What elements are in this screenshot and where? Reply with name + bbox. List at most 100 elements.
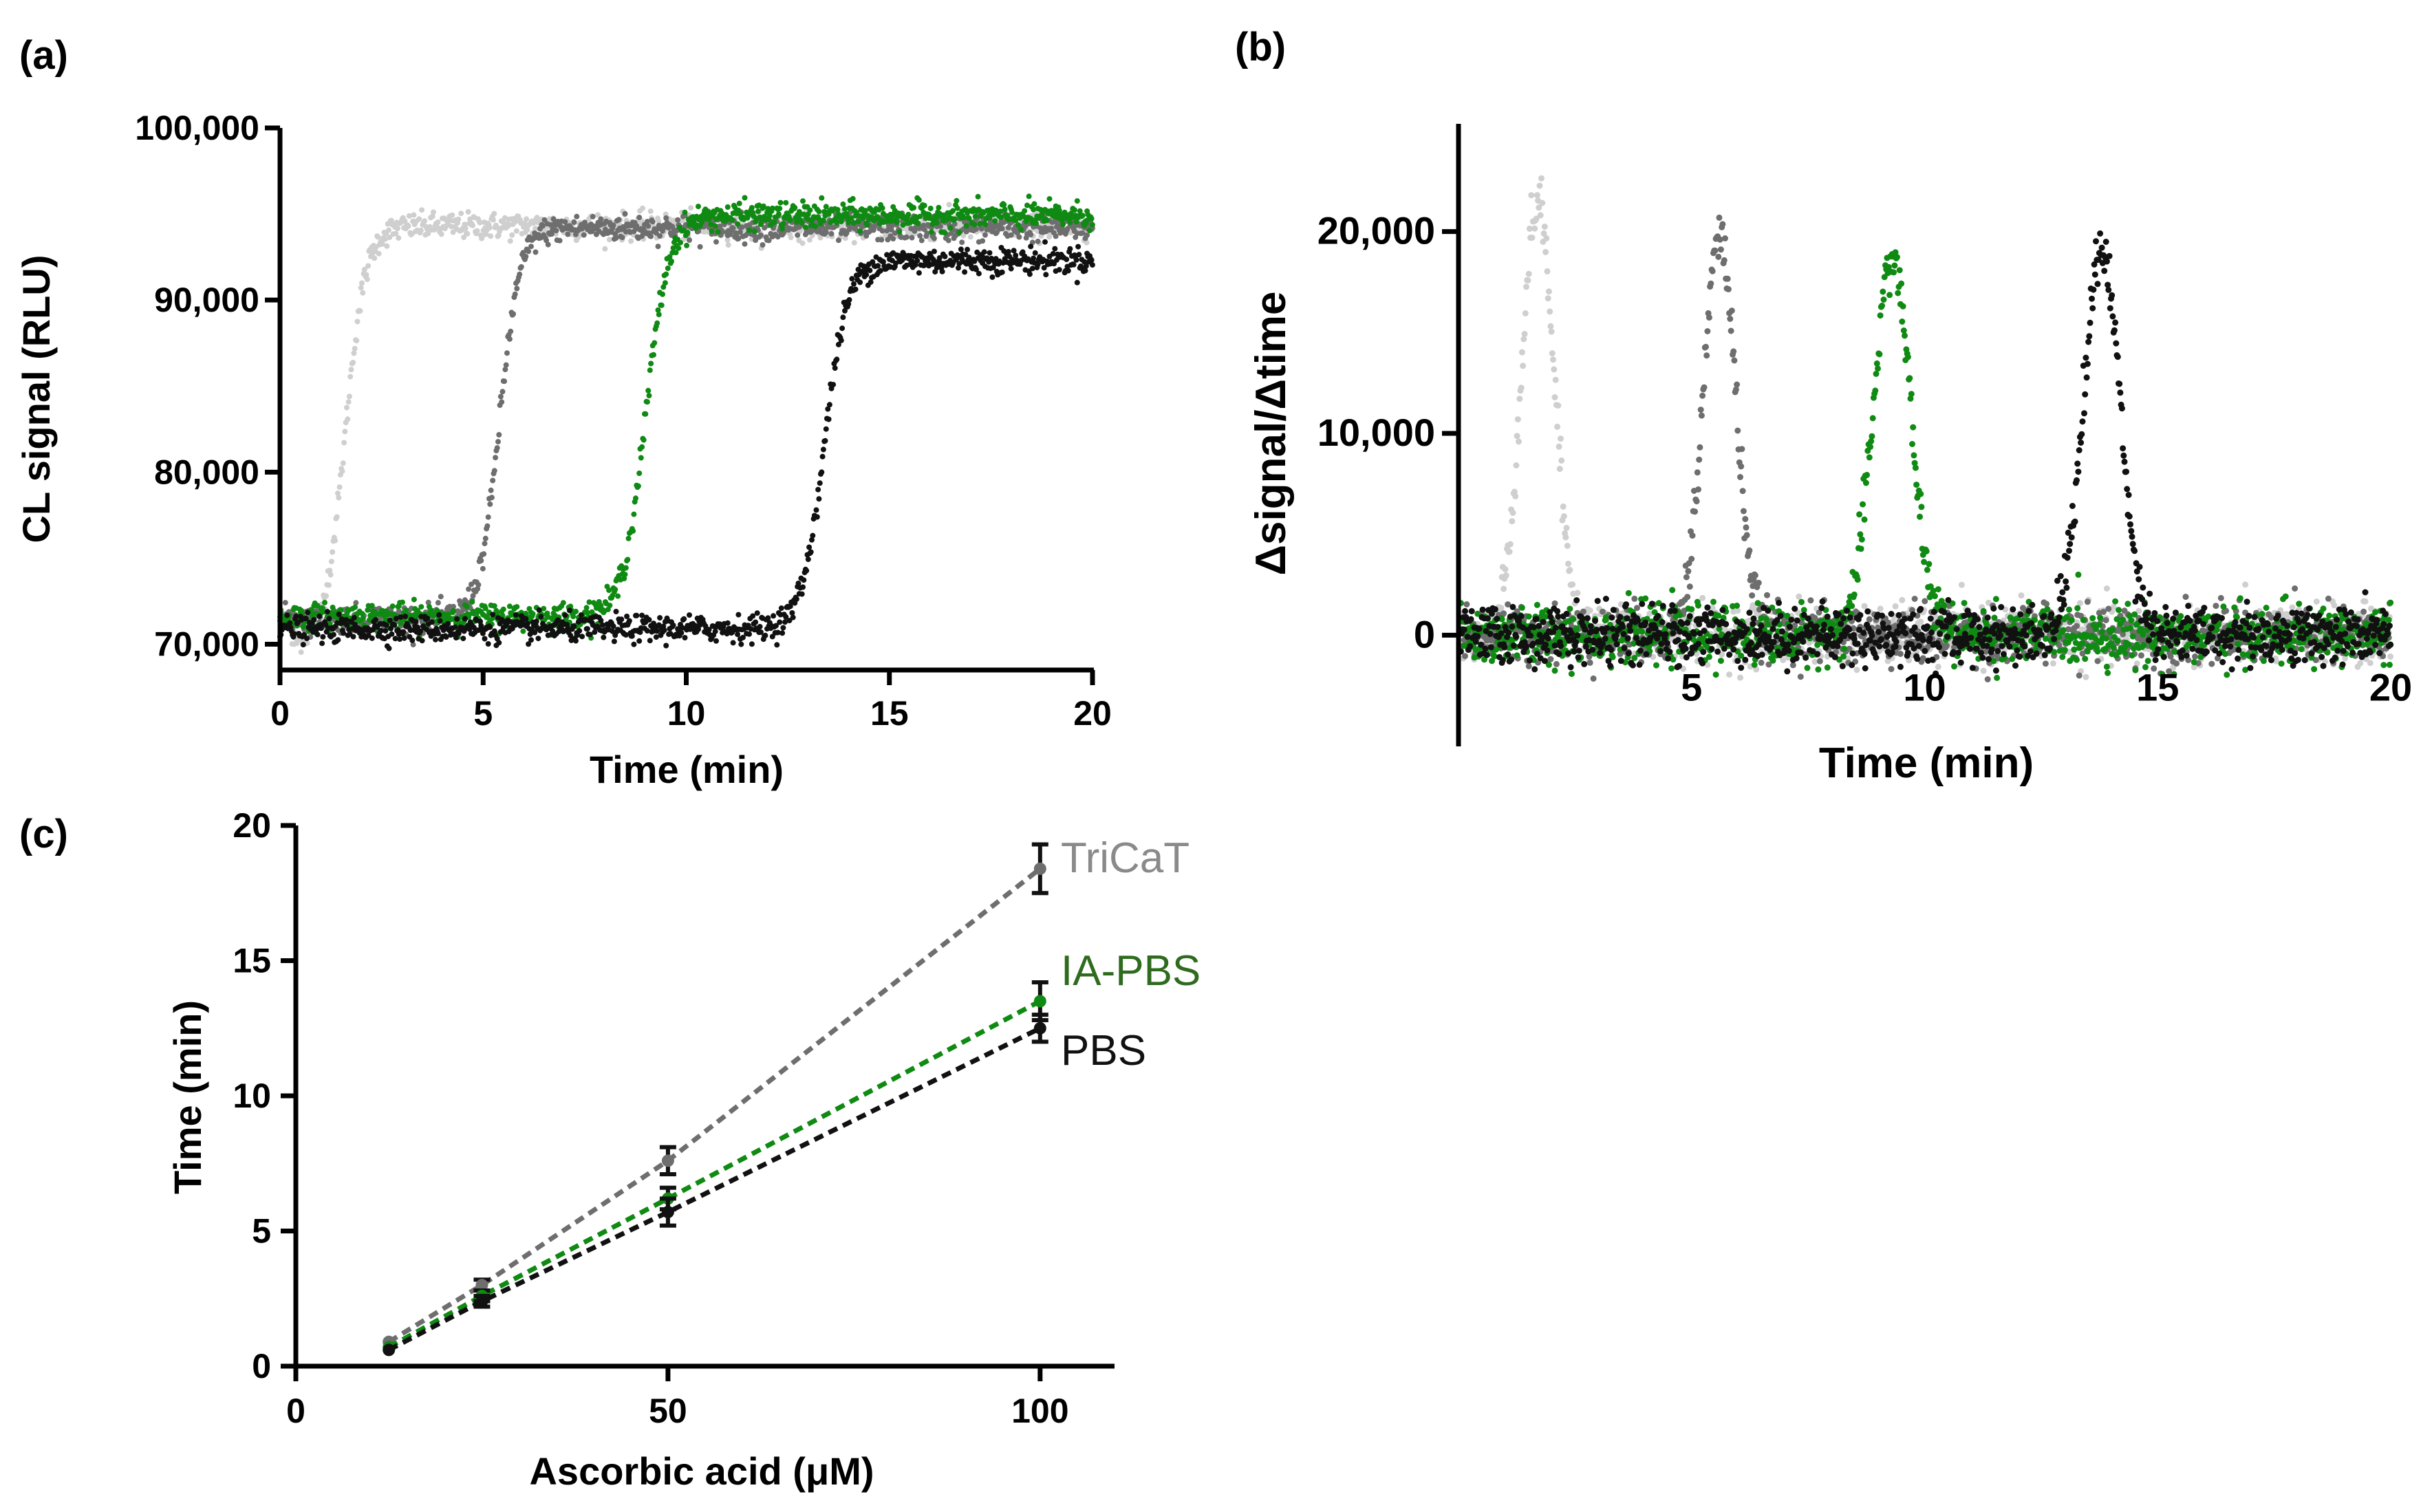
panel-b-point: [1525, 270, 1532, 277]
panel-a-point: [909, 235, 915, 241]
panel-a-point: [410, 642, 416, 648]
panel-a-point: [823, 229, 829, 235]
panel-a-point: [749, 641, 755, 647]
panel-a-point: [730, 640, 736, 646]
panel-b-point: [1892, 603, 1899, 609]
panel-a-point: [1067, 219, 1073, 226]
panel-a-point: [647, 638, 653, 644]
panel-a-point: [1046, 234, 1053, 240]
panel-a-point: [340, 460, 346, 466]
panel-b-point: [1549, 350, 1556, 357]
panel-b-point: [1586, 659, 1593, 666]
panel-a-point: [523, 616, 529, 622]
panel-a-point: [469, 599, 475, 605]
panel-a-point: [639, 233, 645, 239]
panel-a-point: [431, 209, 436, 215]
panel-a-point: [729, 217, 735, 223]
panel-a-point: [736, 200, 742, 206]
panel-b-point: [1514, 433, 1520, 440]
panel-a-point: [562, 219, 568, 225]
panel-a-point: [790, 614, 796, 620]
panel-a-point: [651, 352, 656, 358]
panel-a-point: [359, 611, 365, 617]
panel-a-point: [816, 208, 822, 215]
panel-a-point: [326, 616, 332, 622]
panel-a-point: [464, 230, 471, 237]
panel-b-point: [1726, 671, 1733, 678]
panel-a-point: [911, 204, 917, 210]
panel-a-point: [947, 225, 954, 231]
panel-a-point: [915, 220, 921, 226]
panel-a-point: [1052, 246, 1058, 252]
panel-a-point: [502, 367, 508, 373]
panel-b-point: [1917, 618, 1924, 625]
panel-a-point: [553, 228, 559, 234]
panel-a-point: [636, 638, 643, 644]
panel-a-point: [839, 325, 846, 332]
panel-a-point: [526, 248, 532, 255]
panel-a-point: [359, 280, 365, 286]
panel-a-point: [618, 616, 625, 623]
panel-a-point: [530, 220, 537, 226]
panel-a-point: [644, 219, 650, 225]
panel-a-point: [959, 239, 965, 246]
panel-a-point: [548, 231, 555, 237]
panel-a-point: [656, 312, 662, 318]
panel-a-point: [486, 224, 493, 230]
panel-a-point: [403, 607, 409, 613]
panel-a-point: [724, 204, 731, 210]
panel-a-point: [712, 628, 718, 634]
panel-a-point: [573, 638, 579, 644]
panel-a-point: [960, 233, 967, 239]
panel-a-point: [813, 507, 819, 513]
panel-a-point: [640, 205, 645, 211]
panel-a-point: [753, 619, 759, 625]
panel-b-point: [1545, 288, 1552, 295]
panel-a-point: [778, 605, 784, 612]
panel-a-point: [524, 216, 530, 222]
panel-a-point: [536, 607, 542, 613]
panel-a-point: [535, 636, 541, 642]
panel-a-point: [504, 350, 510, 356]
panel-a-point: [544, 237, 550, 244]
panel-a-point: [779, 630, 786, 636]
panel-a-point: [799, 591, 805, 597]
panel-b-point: [1509, 518, 1516, 525]
panel-a-point: [789, 610, 795, 616]
panel-a-point: [524, 227, 530, 233]
panel-a-point: [350, 360, 356, 365]
panel-a-point: [304, 636, 310, 642]
panel-a-point: [834, 356, 840, 363]
panel-a-point: [777, 199, 784, 206]
panel-a-point: [494, 445, 500, 451]
panel-a-point: [795, 232, 801, 238]
panel-a-x-title: Time (min): [590, 748, 784, 791]
panel-b-point: [1506, 548, 1513, 555]
panel-a-point: [905, 211, 912, 217]
panel-b-point: [1520, 363, 1527, 369]
panel-a-point: [455, 216, 462, 222]
panel-a-point: [675, 217, 681, 223]
panel-a-point: [616, 217, 622, 223]
panel-a-point: [510, 311, 517, 317]
panel-a-point: [894, 219, 900, 226]
panel-a-point: [584, 626, 590, 632]
panel-a-point: [482, 636, 488, 642]
panel-a-point: [464, 603, 470, 609]
panel-a-point: [402, 614, 408, 619]
panel-a-point: [656, 218, 662, 224]
panel-a-point: [851, 281, 857, 287]
panel-a-point: [369, 635, 375, 641]
panel-a-point: [663, 215, 669, 221]
panel-b-point: [1556, 466, 1563, 473]
panel-b-point: [1503, 572, 1509, 579]
panel-a-point: [619, 235, 625, 241]
panel-a-y-tick-label: 80,000: [154, 453, 259, 491]
panel-a-point: [735, 235, 742, 241]
panel-a-point: [400, 599, 405, 605]
panel-a-point: [450, 229, 456, 235]
panel-b-point: [1529, 235, 1536, 241]
panel-b-point: [1556, 443, 1562, 450]
panel-b-point: [1737, 674, 1743, 681]
